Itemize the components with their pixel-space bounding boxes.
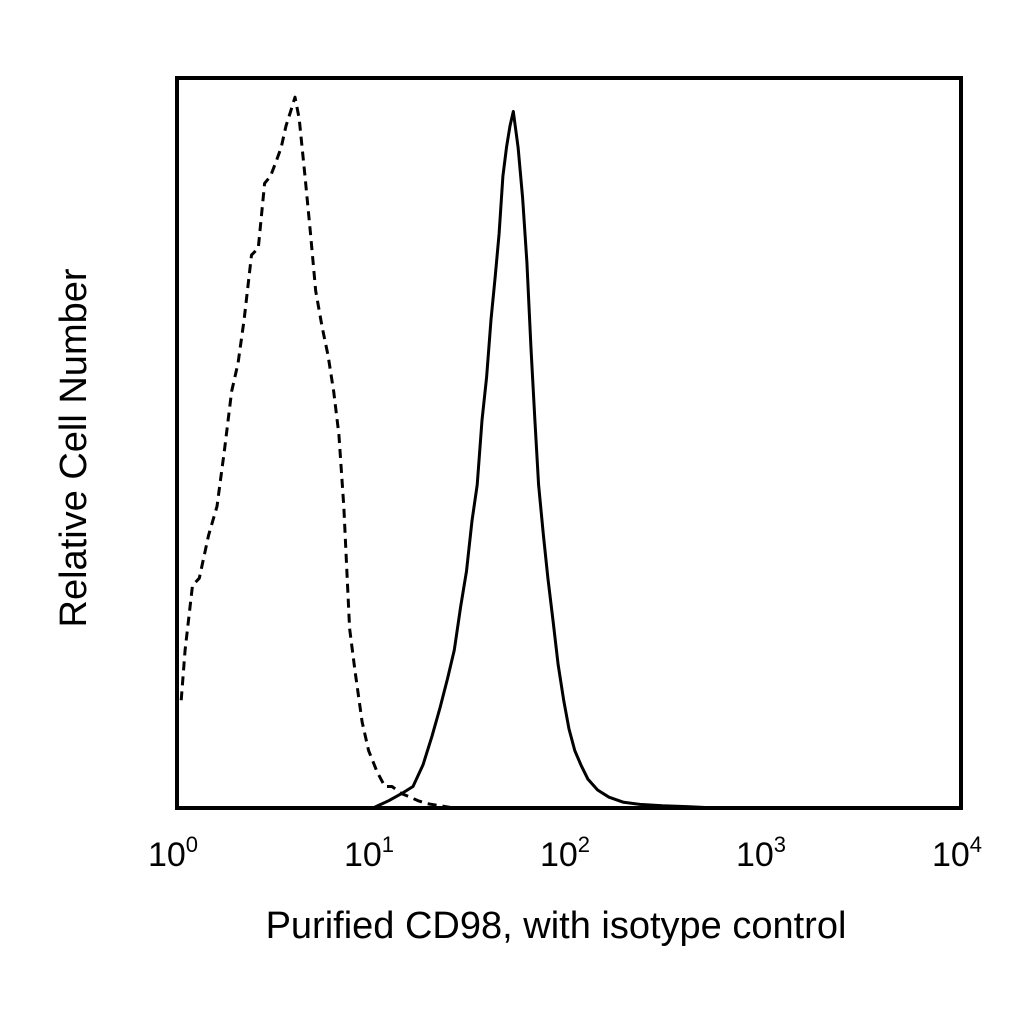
- x-tick-base: 10: [932, 836, 970, 874]
- x-tick-exponent: 1: [382, 832, 394, 857]
- x-tick-base: 10: [540, 836, 578, 874]
- x-axis-title: Purified CD98, with isotype control: [266, 905, 847, 947]
- x-tick-label: 100: [148, 832, 198, 874]
- x-tick-labels: 100 101 102 103 104: [148, 832, 982, 874]
- x-tick-base: 10: [736, 836, 774, 874]
- isotype-control-histogram-line: [179, 95, 455, 810]
- x-tick-exponent: 3: [774, 832, 786, 857]
- x-tick-label: 101: [344, 832, 394, 874]
- cd98-histogram-line: [372, 110, 716, 810]
- x-tick-exponent: 0: [186, 832, 198, 857]
- plot-frame: [175, 76, 963, 810]
- x-tick-label: 103: [736, 832, 786, 874]
- x-tick-exponent: 4: [970, 832, 982, 857]
- x-tick-label: 104: [932, 832, 982, 874]
- x-tick-exponent: 2: [578, 832, 590, 857]
- series-layer: [179, 95, 716, 810]
- x-tick-label: 102: [540, 832, 590, 874]
- y-axis-title: Relative Cell Number: [53, 268, 95, 627]
- x-tick-base: 10: [344, 836, 382, 874]
- x-tick-base: 10: [148, 836, 186, 874]
